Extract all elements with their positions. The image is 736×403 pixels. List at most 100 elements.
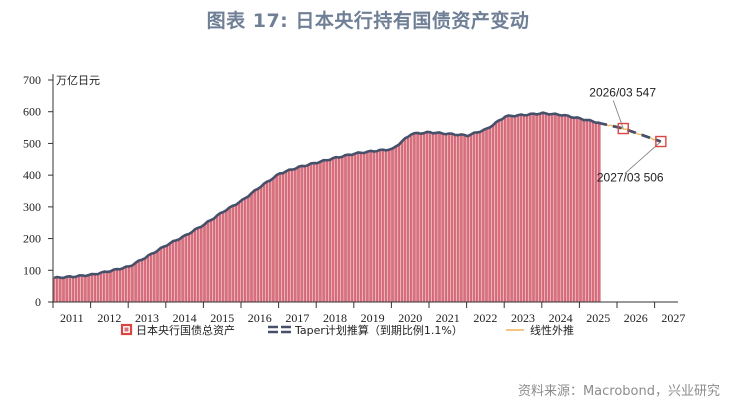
y-tick-label: 500 <box>23 136 41 150</box>
bar <box>190 231 194 303</box>
bar <box>375 151 379 303</box>
bar <box>585 119 589 303</box>
bar <box>115 268 119 303</box>
bar <box>253 190 256 303</box>
bar <box>165 245 169 303</box>
bar <box>281 173 285 303</box>
y-tick-label: 300 <box>23 200 41 214</box>
bar <box>99 272 103 303</box>
bar <box>331 158 335 303</box>
y-tick-label: 100 <box>23 263 41 277</box>
bar <box>256 188 260 303</box>
bar <box>406 136 410 303</box>
annotations: 2026/03 547 2027/03 506 <box>589 86 667 185</box>
bar <box>218 212 222 303</box>
bar <box>384 150 388 303</box>
bar <box>350 154 354 303</box>
bar <box>106 271 109 303</box>
bar <box>328 159 332 303</box>
bar <box>538 113 542 303</box>
bar <box>504 116 507 303</box>
bar <box>178 239 181 303</box>
bar <box>425 131 429 303</box>
bar <box>594 122 598 303</box>
x-tick-label: 2011 <box>60 311 84 325</box>
bar <box>247 196 250 303</box>
bar <box>265 181 269 303</box>
bar <box>381 149 385 303</box>
bar <box>234 204 238 303</box>
x-tick-label: 2023 <box>511 311 535 325</box>
bar <box>77 275 81 303</box>
bar <box>81 275 84 303</box>
bar <box>460 134 463 303</box>
bar <box>497 120 501 303</box>
y-tick-label: 600 <box>23 105 41 119</box>
bar <box>482 129 485 303</box>
bar <box>146 255 150 303</box>
bar <box>275 174 278 303</box>
bar <box>394 146 397 303</box>
bar <box>356 152 360 303</box>
bar <box>297 166 300 303</box>
bar <box>203 224 206 303</box>
bar <box>102 271 106 303</box>
bar <box>74 276 78 303</box>
bar <box>500 119 504 303</box>
bar <box>109 271 112 303</box>
x-tick-label: 2017 <box>285 311 309 325</box>
bar <box>319 161 322 303</box>
bar <box>128 266 131 303</box>
annotation-label: 2027/03 506 <box>597 171 664 185</box>
bar <box>475 132 479 303</box>
bar <box>453 134 457 303</box>
bar <box>225 210 228 303</box>
bar <box>516 115 520 303</box>
bar <box>93 274 97 303</box>
bar <box>378 149 382 303</box>
bar <box>463 134 466 303</box>
bar <box>529 113 532 303</box>
bar <box>457 134 460 303</box>
bar <box>215 215 219 303</box>
bar <box>560 115 563 303</box>
x-tick-label: 2013 <box>135 311 159 325</box>
bar <box>62 277 65 303</box>
bar <box>171 240 175 303</box>
bar <box>428 132 432 303</box>
bar <box>303 166 307 303</box>
bar <box>334 156 338 303</box>
bar <box>582 119 585 303</box>
bar <box>363 152 366 303</box>
bar <box>403 138 407 303</box>
bar <box>472 132 476 303</box>
bar <box>149 253 153 303</box>
y-tick-label: 700 <box>23 73 41 87</box>
bar <box>447 133 451 303</box>
bar <box>231 205 234 303</box>
bar <box>369 150 372 303</box>
bar <box>240 199 244 303</box>
bar <box>316 162 319 303</box>
x-tick-label: 2012 <box>97 311 121 325</box>
bar <box>153 252 156 303</box>
bar <box>181 236 184 303</box>
bar <box>87 274 90 303</box>
bar <box>156 250 159 303</box>
bars-series <box>52 112 601 303</box>
bar <box>84 275 87 303</box>
bar <box>68 276 72 303</box>
bar <box>431 133 435 303</box>
bar <box>535 114 538 303</box>
bar <box>388 149 391 303</box>
x-tick-label: 2015 <box>210 311 234 325</box>
bar <box>322 160 325 303</box>
legend-label-assets: 日本央行国债总资产 <box>136 323 235 337</box>
bar <box>309 163 313 303</box>
bar <box>196 227 200 303</box>
x-tick-label: 2027 <box>661 311 685 325</box>
bar <box>209 220 213 303</box>
bar <box>287 169 291 303</box>
bar <box>359 152 363 303</box>
